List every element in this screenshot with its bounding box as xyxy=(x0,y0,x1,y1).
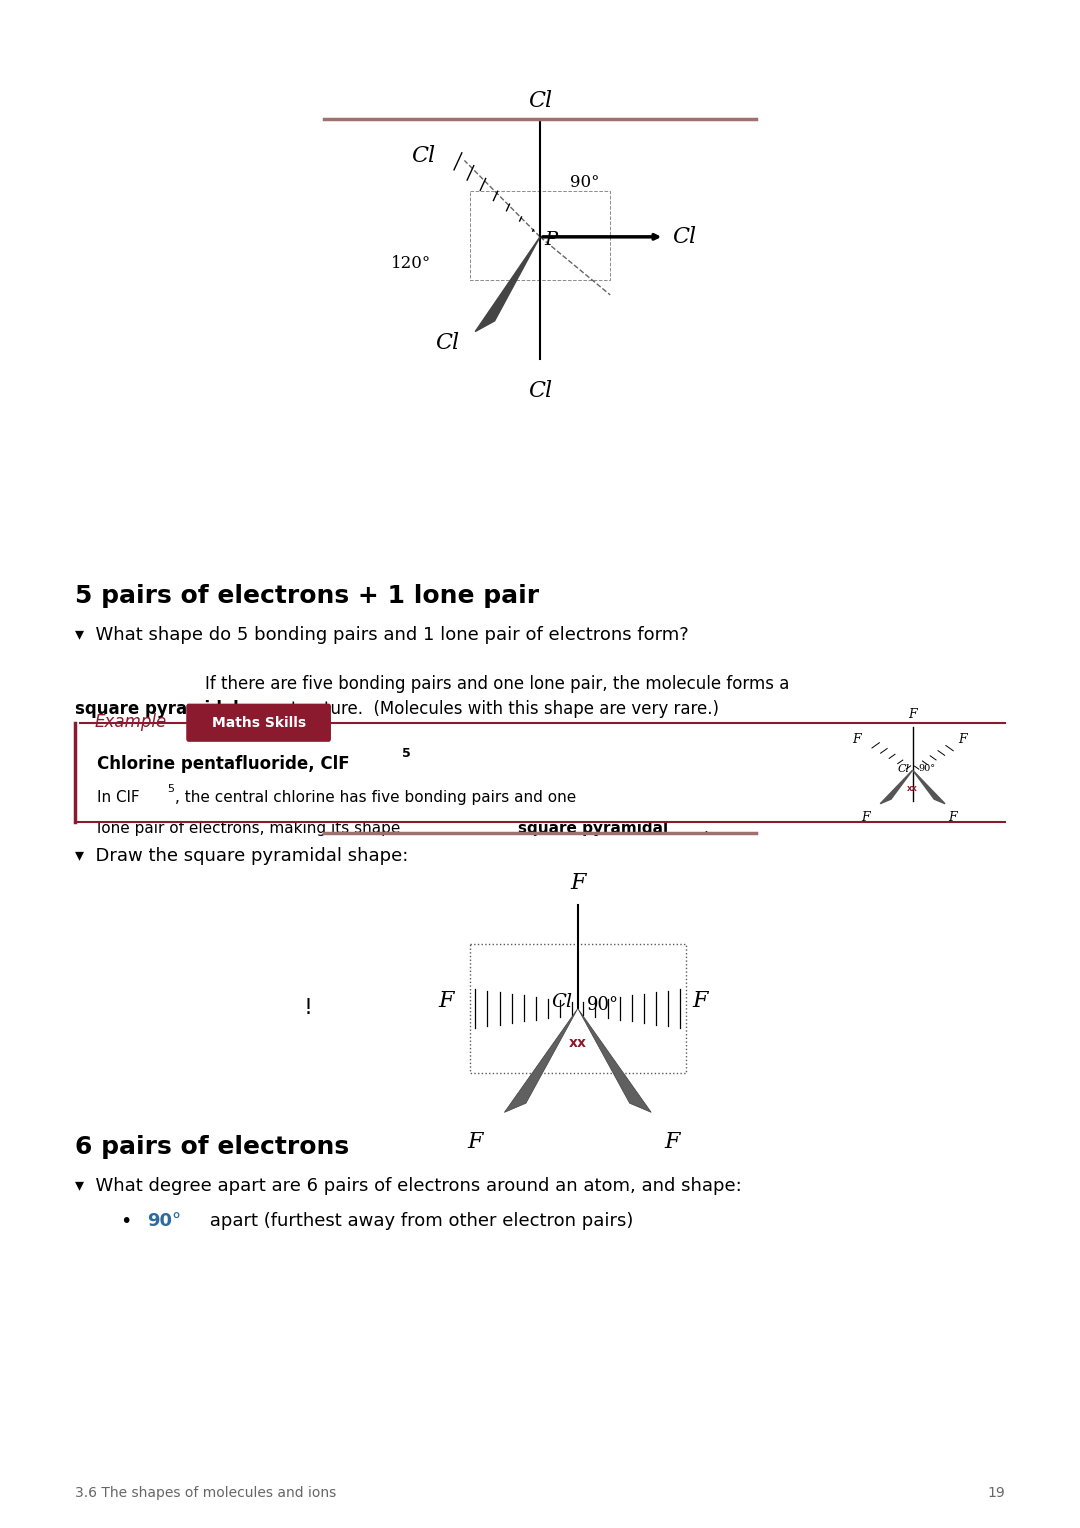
Text: ▾  What degree apart are 6 pairs of electrons around an atom, and shape:: ▾ What degree apart are 6 pairs of elect… xyxy=(75,1177,742,1195)
Polygon shape xyxy=(880,770,913,804)
Text: 90°: 90° xyxy=(570,174,599,191)
Text: 19: 19 xyxy=(987,1487,1005,1500)
Text: 90°: 90° xyxy=(147,1212,181,1230)
Polygon shape xyxy=(578,1008,651,1112)
Text: , the central chlorine has five bonding pairs and one: , the central chlorine has five bonding … xyxy=(175,790,577,805)
Text: square pyramidal: square pyramidal xyxy=(517,821,667,836)
Text: Cl: Cl xyxy=(435,332,459,353)
Text: F: F xyxy=(664,1131,679,1152)
Polygon shape xyxy=(913,770,945,804)
Text: apart (furthest away from other electron pairs): apart (furthest away from other electron… xyxy=(203,1212,633,1230)
Text: ▾  What shape do 5 bonding pairs and 1 lone pair of electrons form?: ▾ What shape do 5 bonding pairs and 1 lo… xyxy=(75,626,689,645)
Text: 90°: 90° xyxy=(586,996,619,1015)
Text: structure.  (Molecules with this shape are very rare.): structure. (Molecules with this shape ar… xyxy=(276,700,719,718)
Text: Cl: Cl xyxy=(551,993,572,1012)
Text: Cl: Cl xyxy=(411,145,435,167)
Text: 3.6 The shapes of molecules and ions: 3.6 The shapes of molecules and ions xyxy=(75,1487,336,1500)
Text: F: F xyxy=(852,733,861,746)
Text: In ClF: In ClF xyxy=(96,790,139,805)
Text: xx: xx xyxy=(569,1036,586,1050)
Text: square pyramidal: square pyramidal xyxy=(75,700,239,718)
Text: If there are five bonding pairs and one lone pair, the molecule forms a: If there are five bonding pairs and one … xyxy=(204,675,789,694)
Text: F: F xyxy=(908,707,917,721)
Text: P: P xyxy=(544,231,557,249)
Text: F: F xyxy=(948,811,957,825)
Text: .: . xyxy=(703,821,708,836)
Text: 90°: 90° xyxy=(918,764,935,773)
Text: Cl: Cl xyxy=(897,764,909,773)
Text: ▾  Draw the square pyramidal shape:: ▾ Draw the square pyramidal shape: xyxy=(75,847,408,865)
Text: Cl: Cl xyxy=(528,380,552,402)
Text: F: F xyxy=(468,1131,483,1152)
Text: 5: 5 xyxy=(166,784,174,795)
Text: xx: xx xyxy=(907,784,918,793)
Text: !: ! xyxy=(303,998,312,1019)
Text: 120°: 120° xyxy=(391,255,431,272)
Text: F: F xyxy=(861,811,869,825)
Text: F: F xyxy=(958,733,967,746)
Polygon shape xyxy=(504,1008,578,1112)
Text: F: F xyxy=(438,990,454,1012)
Text: Maths Skills: Maths Skills xyxy=(212,715,306,730)
Text: 5 pairs of electrons + 1 lone pair: 5 pairs of electrons + 1 lone pair xyxy=(75,584,539,608)
Text: lone pair of electrons, making its shape: lone pair of electrons, making its shape xyxy=(96,821,405,836)
Text: Chlorine pentafluoride, ClF: Chlorine pentafluoride, ClF xyxy=(96,755,349,773)
Polygon shape xyxy=(475,237,540,332)
Text: Cl: Cl xyxy=(528,90,552,112)
Text: F: F xyxy=(692,990,707,1012)
FancyBboxPatch shape xyxy=(186,703,330,743)
Text: 6 pairs of electrons: 6 pairs of electrons xyxy=(75,1135,349,1160)
Text: •: • xyxy=(120,1212,132,1230)
Text: 5: 5 xyxy=(402,747,411,761)
Text: Cl: Cl xyxy=(672,226,696,248)
Text: Example: Example xyxy=(94,714,166,730)
Text: F: F xyxy=(570,872,585,894)
